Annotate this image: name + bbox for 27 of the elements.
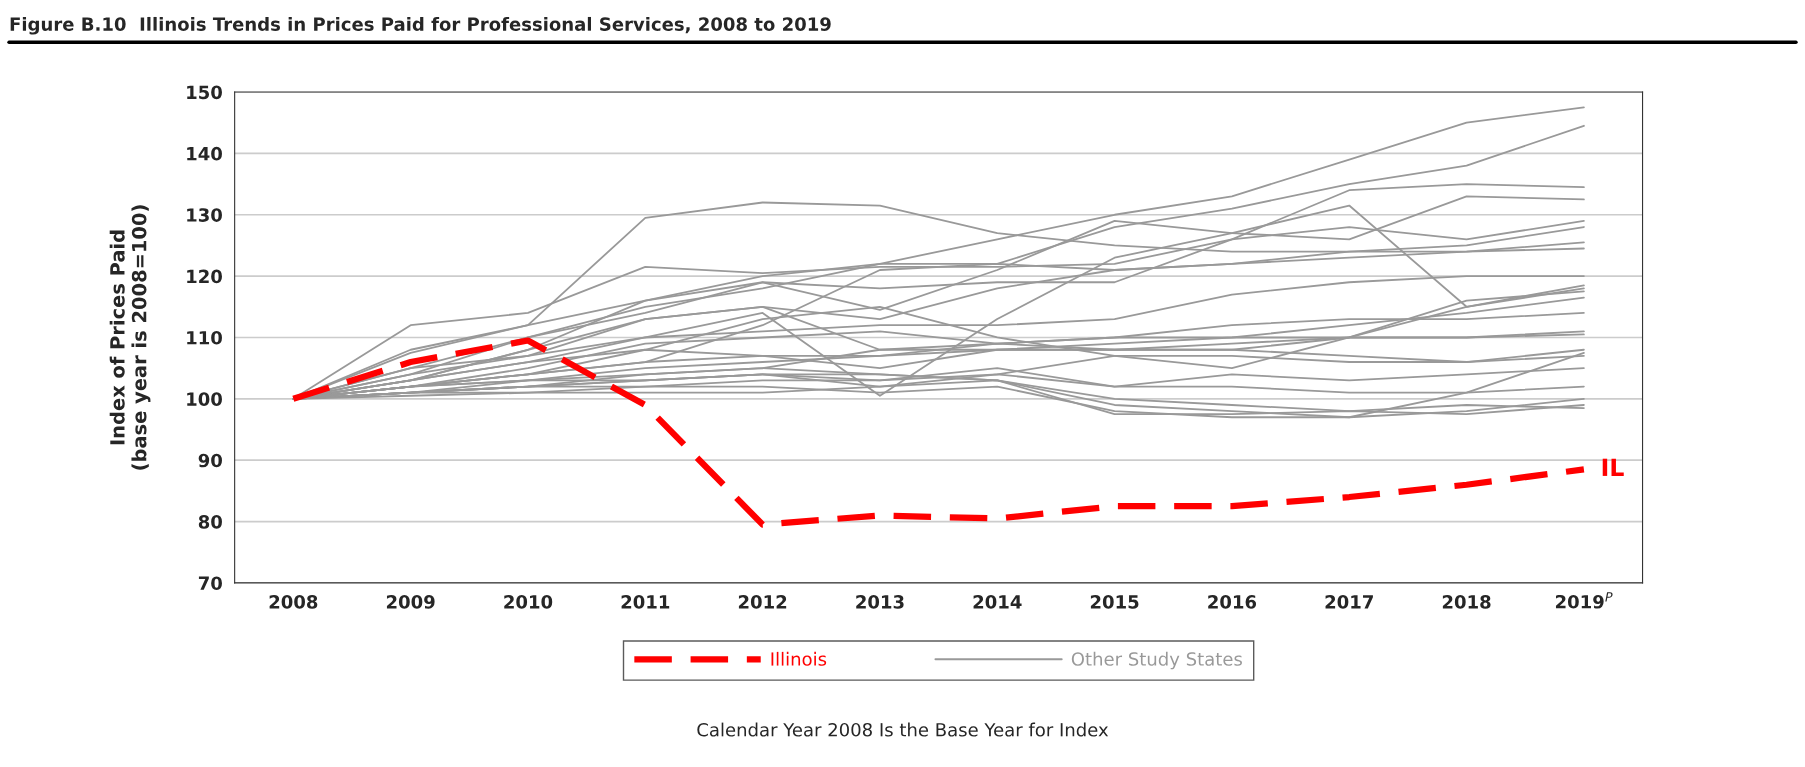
chart-title: Figure B.10 Illinois Trends in Prices Paid for Professional Services, 2008 to 2019: [10, 16, 831, 35]
x-tick-label: 2017: [1325, 595, 1373, 609]
y-tick-label: 70: [198, 576, 222, 591]
x-tick-label: 2008: [269, 595, 318, 609]
x-tick-label: 2009: [386, 595, 435, 609]
annotation: IL: [1602, 458, 1624, 476]
y-tick-label: 80: [198, 515, 222, 529]
text: Calendar Year 2008 Is the Base Year for Index: [697, 722, 1109, 737]
x-tick-label: 2019$^{P}$: [1555, 592, 1613, 609]
x-tick-label: 2014: [973, 595, 1022, 609]
x-tick-label: 2016: [1208, 595, 1257, 609]
x-tick-label: 2010: [504, 595, 553, 609]
x-tick-label: 2015: [1090, 595, 1139, 609]
y-tick-label: 90: [198, 453, 222, 468]
x-tick-label: 2018: [1442, 595, 1491, 609]
y-tick-label: 100: [187, 392, 222, 406]
y-tick-label: 130: [187, 208, 222, 222]
y-tick-label: 150: [187, 85, 222, 100]
y-tick-label: 110: [187, 330, 222, 345]
y-tick-label: 120: [187, 269, 222, 284]
x-tick-label: 2012: [738, 595, 787, 609]
text: Illinois: [771, 651, 827, 666]
text: Other Study States: [1071, 651, 1242, 670]
y-tick-label: 140: [187, 146, 222, 161]
y-axis-title: Index of Prices Paid (base year is 2008=100): [109, 205, 151, 470]
x-tick-label: 2011: [621, 595, 670, 609]
x-tick-label: 2013: [856, 595, 904, 609]
